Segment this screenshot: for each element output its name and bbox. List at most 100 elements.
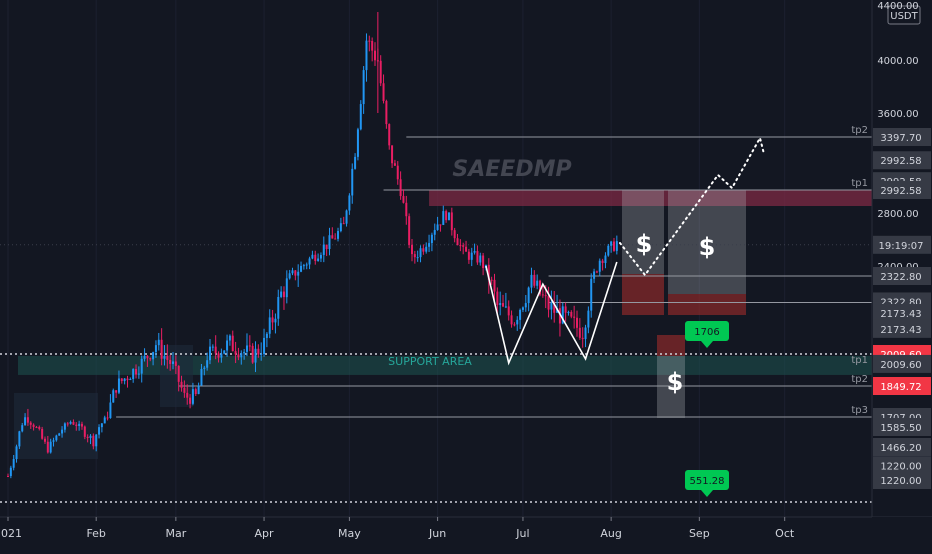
level-tag: tp3	[851, 405, 868, 416]
candle-body	[152, 352, 155, 360]
price-label-text: 1220.00	[880, 476, 921, 487]
candle-body	[100, 423, 103, 428]
time-tick-label: Apr	[255, 527, 275, 540]
candle-body	[396, 165, 399, 180]
stop-box	[622, 274, 664, 315]
candle-body	[254, 348, 257, 363]
candle-body	[601, 260, 604, 264]
candle-body	[248, 345, 251, 347]
candle-body	[433, 229, 436, 235]
candle-body	[544, 295, 547, 297]
candle-body	[604, 255, 607, 264]
candle-body	[237, 354, 240, 358]
candle-body	[106, 417, 109, 419]
candle-body	[607, 245, 610, 256]
candle-body	[325, 244, 328, 249]
candle-body	[29, 422, 32, 425]
candle-body	[132, 369, 135, 379]
price-label: 1220.00	[873, 456, 931, 475]
candle-body	[510, 315, 513, 325]
candle-body	[447, 212, 450, 221]
candle-body	[92, 435, 95, 447]
candle-body	[328, 235, 331, 249]
candle-body	[504, 306, 507, 308]
price-label-box	[873, 377, 931, 395]
candle-body	[570, 311, 573, 317]
candle-body	[359, 104, 362, 130]
price-label: 2009.60	[873, 354, 931, 373]
candle-body	[240, 353, 243, 358]
candle-body	[567, 311, 570, 313]
price-label-text: 2322.80	[880, 297, 921, 308]
candle-body	[365, 40, 368, 71]
candle-body	[314, 254, 317, 261]
dollar-sign: $	[667, 368, 684, 396]
candle-body	[345, 210, 348, 224]
price-callout: 551.28	[685, 470, 729, 497]
level-tag: tp2	[851, 125, 868, 136]
price-tick: 3600.00	[877, 109, 918, 120]
time-tick-label: Mar	[165, 527, 186, 540]
candle-body	[422, 248, 425, 252]
candle-body	[69, 421, 72, 424]
price-label-text: 2322.80	[880, 272, 921, 283]
candle-body	[231, 335, 234, 352]
price-label: 2322.80	[873, 267, 931, 285]
candle-body	[493, 279, 496, 292]
candle-body	[24, 417, 27, 426]
candle-body	[140, 358, 143, 374]
candle-body	[322, 244, 325, 255]
candle-body	[428, 243, 431, 247]
candle-body	[280, 291, 283, 297]
candle-body	[126, 378, 129, 381]
candle-body	[288, 273, 291, 279]
candle-body	[277, 296, 280, 319]
price-label-box	[873, 235, 931, 254]
candle-body	[465, 246, 468, 252]
candle-body	[251, 345, 254, 363]
candle-body	[416, 257, 419, 259]
candle-body	[186, 392, 189, 398]
candle-body	[487, 264, 490, 280]
price-label: 1585.50	[873, 418, 931, 436]
price-label-text: 2173.43	[880, 325, 921, 336]
candle-body	[297, 271, 300, 276]
candle-body	[58, 433, 61, 436]
candle-body	[271, 317, 274, 323]
dollar-sign: $	[699, 233, 716, 261]
candle-body	[351, 168, 354, 196]
candle-body	[163, 355, 166, 359]
candle-body	[348, 195, 351, 211]
candle-body	[21, 425, 24, 432]
price-label-box	[873, 151, 931, 170]
currency-text: USDT	[890, 11, 918, 22]
price-label: 19:19:07	[873, 235, 931, 254]
candle-body	[405, 202, 408, 217]
price-label-box	[873, 456, 931, 475]
candle-body	[456, 238, 459, 246]
support-area-zone	[18, 355, 872, 375]
stop-box	[657, 335, 685, 356]
price-label: 2173.43	[873, 304, 931, 322]
candle-body	[203, 367, 206, 369]
candle-body	[220, 353, 223, 358]
target-box	[668, 190, 746, 294]
candle-body	[385, 100, 388, 125]
candle-body	[507, 306, 510, 316]
candle-body	[319, 254, 322, 259]
time-tick-label: 2021	[0, 527, 22, 540]
candle-body	[160, 339, 163, 359]
candle-body	[75, 424, 78, 426]
candle-body	[234, 351, 237, 355]
time-tick-label: Oct	[775, 527, 795, 540]
candle-body	[317, 258, 320, 261]
callout-box	[685, 470, 729, 490]
candle-body	[527, 287, 530, 304]
price-label-text: 1585.50	[880, 423, 921, 434]
pattern	[485, 135, 765, 366]
candle-body	[211, 346, 214, 348]
candle-body	[214, 346, 217, 354]
candle-body	[66, 423, 69, 425]
